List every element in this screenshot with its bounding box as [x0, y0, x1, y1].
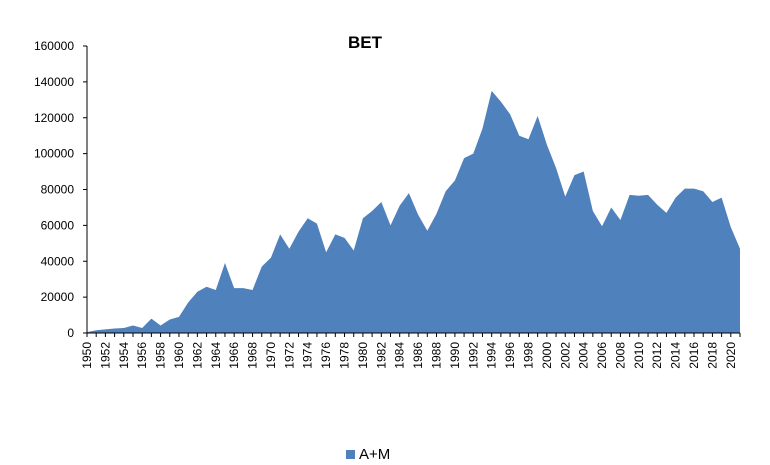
y-tick-label: 60000	[41, 218, 75, 232]
x-tick-label: 2000	[540, 342, 554, 369]
x-tick-label: 1976	[319, 342, 333, 369]
x-tick-label: 1994	[485, 342, 499, 369]
x-axis: 1950 1952 1954 1956 1958 1960 1962 1964 1966 1968…	[80, 332, 741, 369]
y-tick-label: 20000	[41, 290, 75, 304]
chart-title: BET	[348, 33, 383, 52]
x-tick-label: 1988	[429, 342, 443, 369]
x-tick-label: 1998	[521, 342, 535, 369]
x-tick-label: 1952	[98, 342, 112, 369]
y-tick-label: 100000	[34, 147, 74, 161]
x-tick-label: 1954	[117, 342, 131, 369]
x-tick-label: 1962	[190, 342, 204, 369]
x-tick-label: 2012	[650, 342, 664, 369]
x-tick-label: 2020	[724, 342, 738, 369]
y-tick-label: 160000	[34, 39, 74, 53]
x-tick-label: 2014	[669, 342, 683, 369]
x-tick-label: 1960	[172, 342, 186, 369]
x-tick-label: 2008	[613, 342, 627, 369]
y-tick-label: 80000	[41, 183, 75, 197]
legend-label: A+M	[359, 446, 390, 463]
y-tick-label: 40000	[41, 254, 75, 268]
x-tick-label: 1986	[411, 342, 425, 369]
plot-area	[87, 90, 740, 333]
legend-swatch	[346, 450, 355, 459]
y-tick-label: 120000	[34, 111, 74, 125]
x-tick-label: 1970	[264, 342, 278, 369]
x-tick-label: 2010	[632, 342, 646, 369]
x-tick-label: 1992	[466, 342, 480, 369]
y-tick-label: 140000	[34, 75, 74, 89]
x-tick-label: 1968	[246, 342, 260, 369]
legend: A+M	[346, 446, 390, 463]
x-tick-label: 1972	[282, 342, 296, 369]
x-tick-label: 2004	[577, 342, 591, 369]
x-tick-label: 1958	[154, 342, 168, 369]
x-tick-label: 2016	[687, 342, 701, 369]
x-tick-label: 1982	[374, 342, 388, 369]
x-tick-label: 1984	[393, 342, 407, 369]
x-tick-label: 1974	[301, 342, 315, 369]
x-tick-label: 1966	[227, 342, 241, 369]
x-tick-label: 1990	[448, 342, 462, 369]
y-axis: 0 20000 40000 60000 80000 100000 120000 140000 1…	[34, 39, 88, 340]
x-tick-label: 2018	[705, 342, 719, 369]
x-tick-label: 1964	[209, 342, 223, 369]
x-tick-label: 1980	[356, 342, 370, 369]
x-tick-label: 2006	[595, 342, 609, 369]
x-tick-label: 1950	[80, 342, 94, 369]
area-series-a-m	[87, 90, 740, 333]
x-tick-label: 1978	[338, 342, 352, 369]
x-tick-label: 1996	[503, 342, 517, 369]
y-tick-label: 0	[67, 326, 74, 340]
x-tick-label: 1956	[135, 342, 149, 369]
x-tick-label: 2002	[558, 342, 572, 369]
